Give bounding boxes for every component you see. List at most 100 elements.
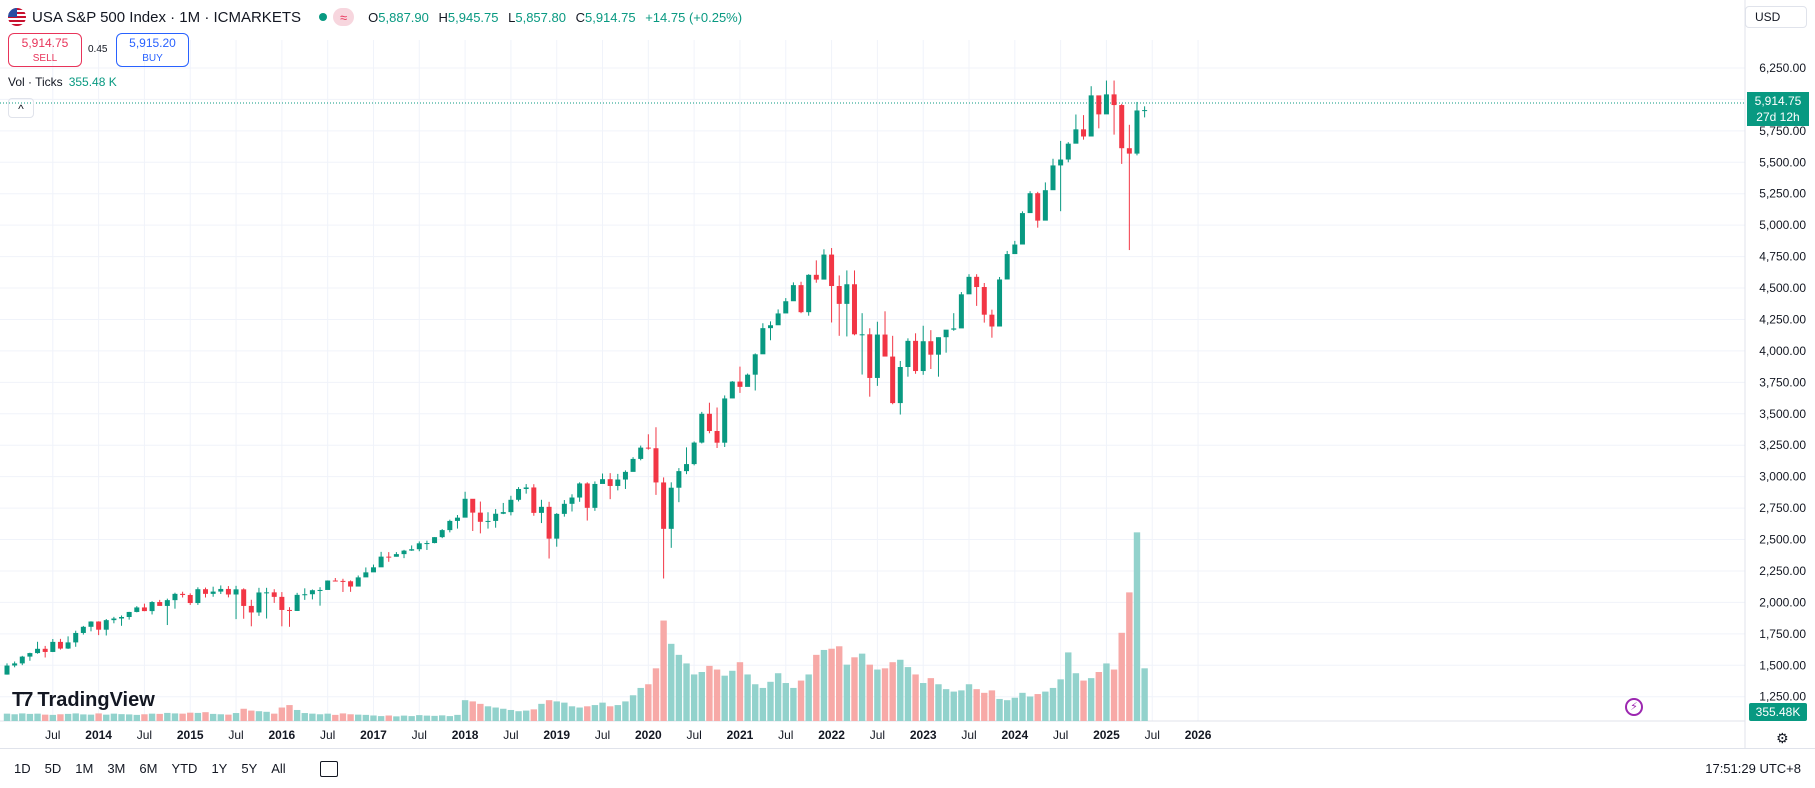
volume-bar xyxy=(1072,673,1080,721)
candle-body xyxy=(203,589,209,594)
period-1d[interactable]: 1D xyxy=(14,761,31,776)
tradingview-logo-icon: T7 xyxy=(12,689,33,711)
price-axis[interactable]: 1,250.00 1,500.00 1,750.00 2,000.00 2,250.00… xyxy=(1759,61,1806,704)
candle-body xyxy=(638,447,644,459)
volume-bar xyxy=(851,657,858,721)
volume-value: 355.48 K xyxy=(68,75,117,89)
y-tick-label: 4,000.00 xyxy=(1759,344,1806,358)
collapse-legend-button[interactable]: ^ xyxy=(8,98,34,118)
buy-button[interactable]: 5,915.20 BUY xyxy=(116,33,189,67)
x-tick-label: 2019 xyxy=(543,728,570,742)
candle-body xyxy=(981,287,987,315)
y-tick-label: 3,500.00 xyxy=(1759,407,1806,421)
sell-button[interactable]: 5,914.75 SELL xyxy=(8,33,82,67)
volume-bar xyxy=(393,716,400,721)
volume-bar xyxy=(263,711,270,721)
volume-bar xyxy=(355,714,362,721)
volume-bar xyxy=(950,691,957,721)
volume-bar xyxy=(49,714,57,721)
candle-body xyxy=(798,285,804,313)
period-6m[interactable]: 6M xyxy=(139,761,158,776)
x-tick-label: Jul xyxy=(320,728,335,742)
volume-bar xyxy=(34,713,41,721)
volume-bar xyxy=(553,701,560,721)
volume-bar xyxy=(80,714,87,721)
volume-bar xyxy=(87,714,95,721)
candle-body xyxy=(760,328,766,355)
candle-body xyxy=(722,398,728,443)
volume-bar xyxy=(133,714,140,721)
period-5d[interactable]: 5D xyxy=(44,761,62,776)
approx-icon[interactable]: ≈ xyxy=(333,8,355,26)
candle-body xyxy=(12,663,18,666)
volume-bar xyxy=(836,646,843,721)
candle-body xyxy=(27,653,33,657)
volume-bar xyxy=(507,709,515,721)
symbol-title[interactable]: USA S&P 500 Index · 1M · ICMARKETS xyxy=(32,8,301,26)
period-ytd[interactable]: YTD xyxy=(171,761,198,776)
volume-bar xyxy=(1133,532,1141,721)
y-tick-label: 5,250.00 xyxy=(1759,187,1806,201)
volume-bar xyxy=(1087,678,1095,721)
candle-body xyxy=(340,580,346,582)
volume-bar xyxy=(469,701,476,721)
volume-bar xyxy=(286,705,293,721)
sell-price: 5,914.75 xyxy=(21,36,69,50)
volume-bar xyxy=(57,714,64,721)
buy-price: 5,915.20 xyxy=(129,36,176,50)
volume-bar xyxy=(698,672,705,721)
candle-body xyxy=(416,543,422,550)
candle-body xyxy=(141,607,147,612)
period-3m[interactable]: 3M xyxy=(107,761,126,776)
volume-bar xyxy=(874,669,881,721)
candle-body xyxy=(88,621,94,627)
candle-body xyxy=(523,487,529,489)
gear-icon[interactable]: ⚙ xyxy=(1776,730,1789,746)
candle-body xyxy=(279,596,285,610)
candle-body xyxy=(103,620,109,630)
volume-bar xyxy=(889,662,896,721)
period-1y[interactable]: 1Y xyxy=(211,761,228,776)
candle-body xyxy=(157,602,163,606)
volume-bar xyxy=(41,714,49,721)
volume-bar xyxy=(530,709,538,721)
volume-bar xyxy=(187,712,194,721)
period-5y[interactable]: 5Y xyxy=(241,761,258,776)
clock[interactable]: 17:51:29 UTC+8 xyxy=(1705,761,1801,776)
candle-body xyxy=(554,513,560,539)
candle-body xyxy=(882,334,888,357)
period-all[interactable]: All xyxy=(271,761,286,776)
x-tick-label: Jul xyxy=(595,728,610,742)
volume-bar xyxy=(675,654,683,721)
tradingview-logo[interactable]: T7 TradingView xyxy=(12,689,155,712)
candle-body xyxy=(286,609,292,611)
period-1m[interactable]: 1M xyxy=(75,761,94,776)
y-tick-label: 6,250.00 xyxy=(1759,61,1806,75)
candle-body xyxy=(935,337,941,355)
candle-body xyxy=(195,589,201,604)
x-tick-label: 2025 xyxy=(1093,728,1120,742)
candle-body xyxy=(1050,165,1056,191)
candle-body xyxy=(309,590,315,595)
volume-bar xyxy=(736,662,744,721)
volume-bar xyxy=(202,712,209,721)
candle-body xyxy=(225,588,231,595)
candle-body xyxy=(676,471,682,488)
volume-bar xyxy=(103,714,110,721)
calendar-icon[interactable] xyxy=(319,760,338,777)
candle-body xyxy=(271,592,277,597)
y-tick-label: 4,250.00 xyxy=(1759,312,1806,326)
time-axis[interactable]: Jul 2014 Jul 2015 Jul 2016 Jul 2017 Jul 2018 Jul 20… xyxy=(45,728,1212,742)
volume-bar xyxy=(912,674,919,721)
volume-bar xyxy=(660,620,667,721)
currency-select[interactable]: USD xyxy=(1745,6,1807,28)
volume-bar xyxy=(278,707,286,721)
candle-body xyxy=(859,334,865,336)
volume-bar xyxy=(19,713,26,721)
volume-legend[interactable]: Vol · Ticks 355.48 K xyxy=(8,75,117,89)
volume-bar xyxy=(240,708,247,721)
lightning-icon[interactable]: ⚡ xyxy=(1625,698,1643,716)
ohlc-values: O5,887.90 H5,945.75 L5,857.80 C5,914.75 … xyxy=(368,10,748,25)
candle-body xyxy=(966,276,972,295)
